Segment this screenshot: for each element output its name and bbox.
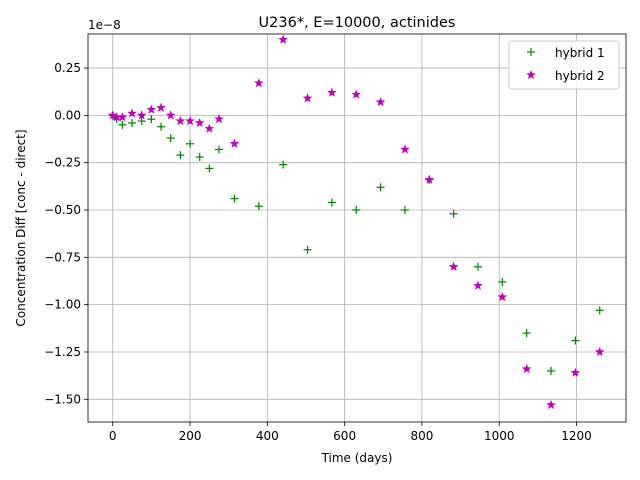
data-point-hybrid-2: [185, 115, 195, 126]
data-point-hybrid-1: [157, 122, 166, 131]
data-point-hybrid-1: [352, 206, 361, 215]
y-tick-label: −1.25: [44, 345, 81, 359]
y-tick-label: −1.00: [44, 298, 81, 312]
data-point-hybrid-2: [156, 102, 166, 113]
data-point-hybrid-1: [186, 139, 195, 148]
data-point-hybrid-1: [166, 134, 175, 143]
data-point-hybrid-1: [473, 262, 482, 271]
data-point-hybrid-1: [571, 336, 580, 345]
data-point-hybrid-2: [521, 363, 532, 374]
data-point-hybrid-1: [522, 329, 531, 338]
data-point-hybrid-1: [147, 115, 156, 124]
x-tick-label: 1000: [484, 429, 515, 443]
data-point-hybrid-2: [194, 117, 205, 128]
plot-area: [88, 34, 626, 422]
data-point-hybrid-1: [547, 366, 556, 375]
data-point-hybrid-1: [118, 120, 127, 129]
data-point-hybrid-2: [165, 110, 176, 120]
data-point-hybrid-2: [253, 78, 264, 88]
legend: hybrid 1 hybrid 2: [508, 40, 620, 90]
data-point-hybrid-2: [136, 110, 147, 120]
data-point-hybrid-1: [230, 194, 239, 203]
y-tick-label: −0.25: [44, 156, 81, 170]
data-point-hybrid-1: [400, 206, 409, 215]
x-tick-label: 800: [410, 429, 433, 443]
x-axis-label: Time (days): [321, 451, 393, 465]
legend-label-hybrid-1: hybrid 1: [555, 46, 605, 60]
y-tick-label: −1.50: [44, 392, 81, 406]
x-tick-label: 0: [109, 429, 117, 443]
y-tick-label: 0.00: [54, 108, 81, 122]
data-point-hybrid-1: [449, 209, 458, 218]
axis-ticks: 0 200 400 600 800 1000 1200 −1.50 −1.25 −1.00 −0.7…: [44, 61, 592, 443]
legend-star-marker: [526, 69, 536, 80]
data-point-hybrid-1: [205, 164, 214, 173]
data-point-hybrid-1: [376, 183, 385, 192]
data-point-hybrid-1: [327, 198, 336, 207]
x-tick-label: 1200: [561, 429, 592, 443]
data-point-hybrid-2: [375, 96, 386, 107]
data-point-hybrid-1: [303, 245, 312, 254]
data-point-hybrid-2: [594, 346, 605, 357]
data-point-hybrid-2: [127, 108, 137, 118]
data-point-hybrid-2: [326, 87, 337, 97]
data-point-hybrid-2: [399, 144, 410, 154]
legend-box: [508, 40, 620, 90]
data-point-hybrid-2: [214, 113, 224, 124]
data-point-hybrid-2: [473, 280, 483, 290]
data-point-hybrid-2: [497, 291, 508, 302]
y-tick-label: −0.50: [44, 203, 81, 217]
data-point-hybrid-2: [117, 112, 128, 122]
data-point-hybrid-2: [302, 93, 313, 103]
y-axis-label: Concentration Diff [conc - direct]: [14, 129, 28, 326]
data-point-hybrid-1: [254, 202, 263, 211]
data-point-hybrid-2: [146, 104, 157, 114]
y-tick-label: −0.75: [44, 250, 81, 264]
y-tick-label: 0.25: [54, 61, 81, 75]
data-point-hybrid-1: [595, 306, 604, 315]
data-point-hybrid-1: [215, 145, 224, 154]
data-point-hybrid-2: [424, 174, 435, 184]
series-hybrid-2: [107, 34, 605, 410]
data-point-hybrid-2: [448, 261, 459, 271]
data-point-hybrid-2: [546, 399, 556, 410]
plot-frame: [87, 33, 627, 423]
legend-plus-marker: [527, 48, 535, 56]
legend-marker-hybrid-1: [527, 48, 535, 56]
data-point-hybrid-2: [204, 123, 215, 133]
x-tick-label: 600: [333, 429, 356, 443]
data-point-hybrid-2: [229, 138, 240, 148]
legend-marker-hybrid-2: [526, 69, 536, 80]
data-points: [107, 34, 605, 410]
legend-label-hybrid-2: hybrid 2: [555, 69, 605, 83]
data-point-hybrid-1: [176, 151, 185, 160]
data-point-hybrid-2: [175, 115, 186, 126]
data-point-hybrid-1: [279, 160, 288, 169]
y-scale-label: 1e−8: [88, 18, 121, 32]
chart-title: U236*, E=10000, actinides: [259, 15, 456, 31]
x-tick-label: 400: [256, 429, 279, 443]
data-point-hybrid-2: [351, 89, 362, 99]
data-point-hybrid-1: [498, 277, 507, 286]
data-point-hybrid-1: [137, 117, 146, 126]
x-tick-label: 200: [179, 429, 202, 443]
data-point-hybrid-2: [278, 34, 289, 44]
data-point-hybrid-1: [195, 153, 204, 162]
data-point-hybrid-2: [570, 367, 581, 377]
data-point-hybrid-1: [128, 118, 137, 127]
